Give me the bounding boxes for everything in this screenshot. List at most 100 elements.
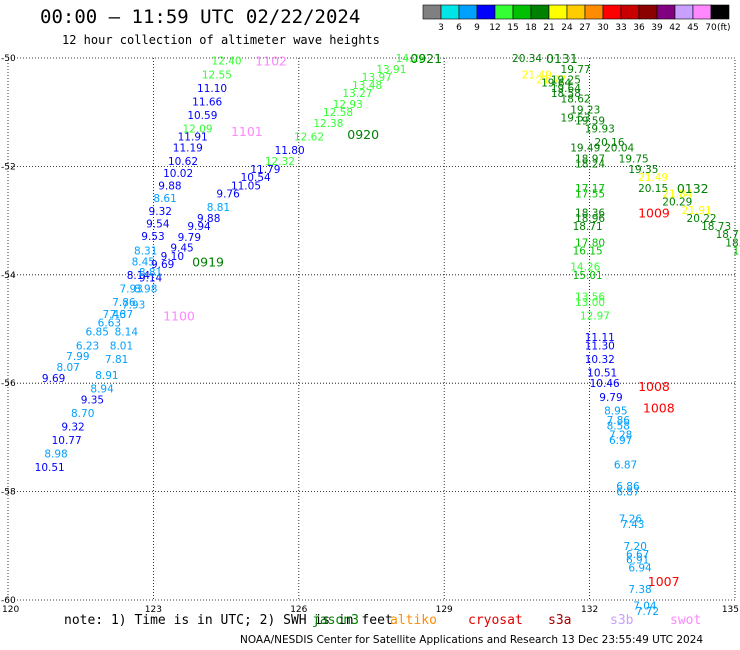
legend-swatch [656,4,676,20]
legend-swatch [638,4,658,20]
swh-value: 10.51 [35,462,65,474]
legend-unit: (ft) [717,23,731,33]
swh-value: 18.97 [575,153,605,165]
swh-value: 6.67 [626,549,649,561]
y-tick-label: -58 [1,488,16,498]
swh-value: 19.49 [570,142,600,154]
pass-time-label: 0920 [347,127,379,142]
x-tick-label: 123 [145,605,162,615]
swh-value: 18.58 [551,88,581,100]
swh-value: 9.35 [81,394,104,406]
swh-value: 10.62 [168,156,198,168]
pass-time-label: 0921 [410,51,442,66]
legend-tick-label: 42 [669,23,680,33]
swh-value: 8.98 [134,283,157,295]
swh-value: 20.15 [638,183,668,195]
legend-swatch [674,4,694,20]
swh-value: 19.64 [551,83,581,95]
swh-value: 18.62 [561,94,591,106]
swh-value: 21.49 [638,172,668,184]
swh-value: 11.11 [585,332,615,344]
swh-value: 16.15 [573,245,603,257]
swh-value: 19.25 [551,75,581,87]
legend-tick-label: 6 [456,23,462,33]
legend-swatch [692,4,712,20]
legend-tick-label: 21 [543,23,554,33]
legend-swatch [494,4,514,20]
swh-value: 6.94 [628,562,652,574]
swh-value: 9.76 [216,189,240,201]
legend-tick-label: 9 [474,23,480,33]
swh-value: 19.93 [585,123,615,135]
swh-value: 14.28 [396,53,426,65]
swh-value: 8.14 [127,270,151,282]
swh-value: 7.20 [624,541,647,553]
swh-value: 11.19 [173,142,203,154]
swh-value: 17.17 [575,183,605,195]
swh-value: 13.48 [352,80,382,92]
swh-value: 10.46 [590,378,620,390]
swh-value: 12.62 [294,132,324,144]
swh-value: 10.59 [187,110,217,122]
swh-value: 11.79 [250,164,280,176]
swh-value: 8.98 [44,449,67,461]
swh-value: 20.22 [687,213,717,225]
swh-value: 19.35 [628,164,658,176]
swh-value: 20.34 [512,53,542,65]
swh-value: 19.53 [561,113,591,125]
swh-value: 10.02 [163,168,193,180]
swh-value: 7.86 [112,297,136,309]
legend-tick-label: 45 [687,23,698,33]
swh-value: 19.59 [575,115,605,127]
swh-value: 6.87 [614,460,637,472]
swh-value: 18.71 [573,221,603,233]
swh-value: 7.46 [103,309,127,321]
swh-value: 12.32 [265,156,295,168]
swh-value: 10.54 [241,172,271,184]
pass-time-label: 1008 [643,401,675,416]
pass-time-label: 1101 [231,124,263,139]
swh-value: 7.93 [122,300,145,312]
swh-value: 8.61 [153,193,176,205]
legend-tick-label: 3 [438,23,444,33]
swh-value: 9.53 [141,231,164,243]
swh-value: 13.56 [575,291,605,303]
legend-tick-label: 33 [615,23,626,33]
swh-value: 18.57 [725,237,740,249]
swh-value: 7.37 [110,309,133,321]
swh-value: 17.55 [575,189,605,201]
pass-time-label: 0131 [546,51,578,66]
swh-value: 6.23 [76,340,99,352]
plot-frame [7,57,736,601]
swh-value: 12.40 [212,56,242,68]
x-tick-label: 135 [722,605,739,615]
legend-tick-label: 18 [525,23,537,33]
legend-tick-label: 12 [489,23,500,33]
y-tick-label: -50 [1,54,16,64]
swh-value: 19.77 [561,64,591,76]
swh-value: 12.55 [202,69,232,81]
swh-value: 19.23 [570,104,600,116]
satellite-legend-item: altiko [390,613,437,628]
swh-value: 9.88 [158,180,181,192]
swh-value: 14.26 [570,262,600,274]
swh-value: 9.69 [151,259,174,271]
legend-swatch [566,4,586,20]
swh-value: 20.16 [594,137,624,149]
swh-value: 19.64 [541,77,571,89]
swh-value: 8.31 [134,245,157,257]
swh-value: 12.97 [580,310,610,322]
footer-credit: NOAA/NESDIS Center for Satellite Applica… [240,634,704,646]
swh-value: 10.32 [585,354,615,366]
y-tick-label: -54 [1,271,16,281]
legend-tick-label: 30 [597,23,609,33]
swh-value: 6.63 [98,317,121,329]
swh-value: 18.24 [575,159,605,171]
satellite-legend-item: cryosat [468,613,523,628]
swh-value: 11.10 [197,83,227,95]
swh-value: 18.36 [575,207,605,219]
swh-value: 8.07 [56,362,79,374]
y-tick-label: -52 [1,162,16,172]
x-tick-label: 126 [290,605,307,615]
